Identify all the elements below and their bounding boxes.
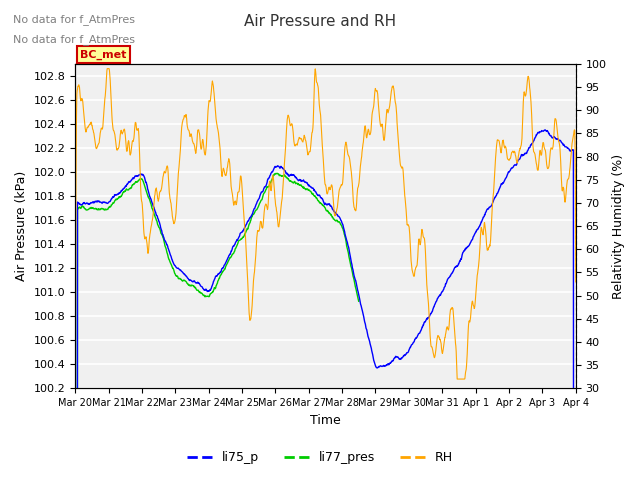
Y-axis label: Air Pressure (kPa): Air Pressure (kPa): [15, 171, 28, 281]
X-axis label: Time: Time: [310, 414, 341, 427]
Legend: li75_p, li77_pres, RH: li75_p, li77_pres, RH: [182, 446, 458, 469]
Text: No data for f_AtmPres: No data for f_AtmPres: [13, 34, 135, 45]
Text: No data for f_AtmPres: No data for f_AtmPres: [13, 14, 135, 25]
Text: BC_met: BC_met: [80, 49, 127, 60]
Y-axis label: Relativity Humidity (%): Relativity Humidity (%): [612, 154, 625, 299]
Text: Air Pressure and RH: Air Pressure and RH: [244, 14, 396, 29]
